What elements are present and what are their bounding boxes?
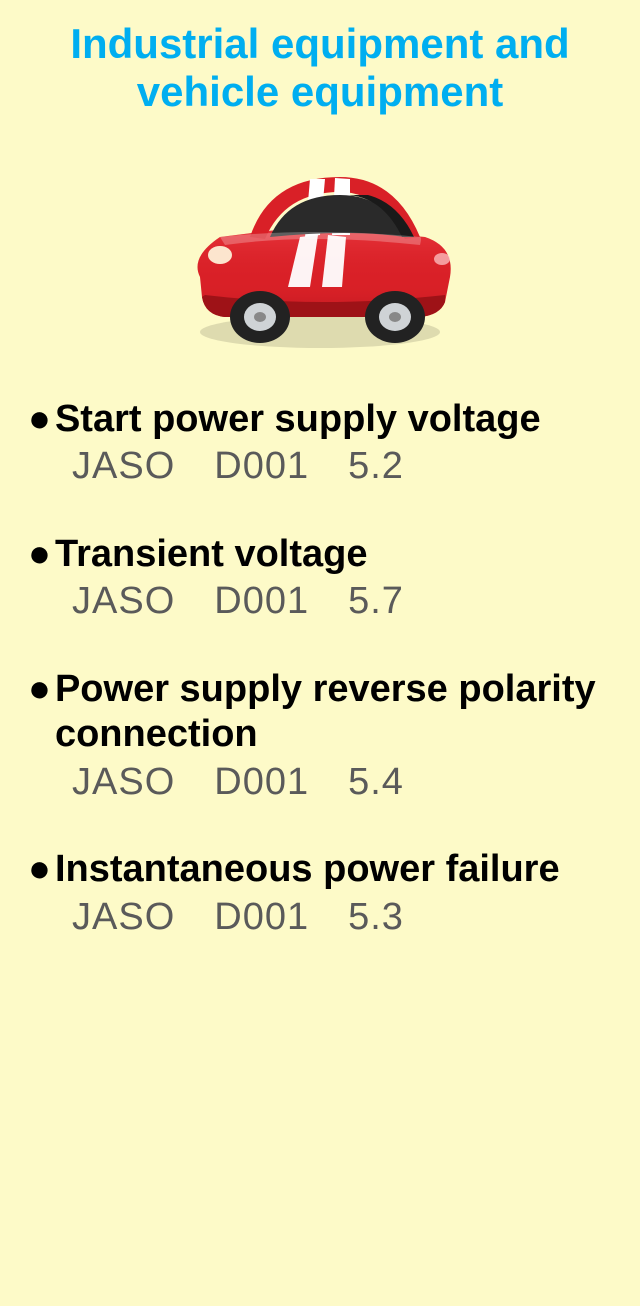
car-icon — [170, 137, 470, 357]
item-heading: ● Start power supply voltage — [28, 397, 612, 443]
list-item: ● Instantaneous power failure JASO D001 … — [28, 847, 612, 942]
item-heading: ● Instantaneous power failure — [28, 847, 612, 893]
item-subtext: JASO D001 5.3 — [28, 893, 612, 942]
item-heading: ● Power supply reverse polarity connecti… — [28, 667, 612, 758]
list-item: ● Start power supply voltage JASO D001 5… — [28, 397, 612, 492]
item-subtext: JASO D001 5.4 — [28, 758, 612, 807]
item-title-text: Power supply reverse polarity connection — [55, 667, 612, 758]
item-subtext: JASO D001 5.7 — [28, 577, 612, 626]
item-title-text: Transient voltage — [55, 532, 368, 578]
car-illustration-wrap — [0, 127, 640, 397]
bullet-icon: ● — [28, 667, 51, 758]
bullet-icon: ● — [28, 532, 51, 578]
bullet-icon: ● — [28, 397, 51, 443]
item-subtext: JASO D001 5.2 — [28, 442, 612, 491]
list-item: ● Transient voltage JASO D001 5.7 — [28, 532, 612, 627]
standards-list: ● Start power supply voltage JASO D001 5… — [0, 397, 640, 983]
list-item: ● Power supply reverse polarity connecti… — [28, 667, 612, 808]
item-title-text: Instantaneous power failure — [55, 847, 560, 893]
item-title-text: Start power supply voltage — [55, 397, 541, 443]
page-title: Industrial equipment and vehicle equipme… — [0, 0, 640, 127]
bullet-icon: ● — [28, 847, 51, 893]
item-heading: ● Transient voltage — [28, 532, 612, 578]
